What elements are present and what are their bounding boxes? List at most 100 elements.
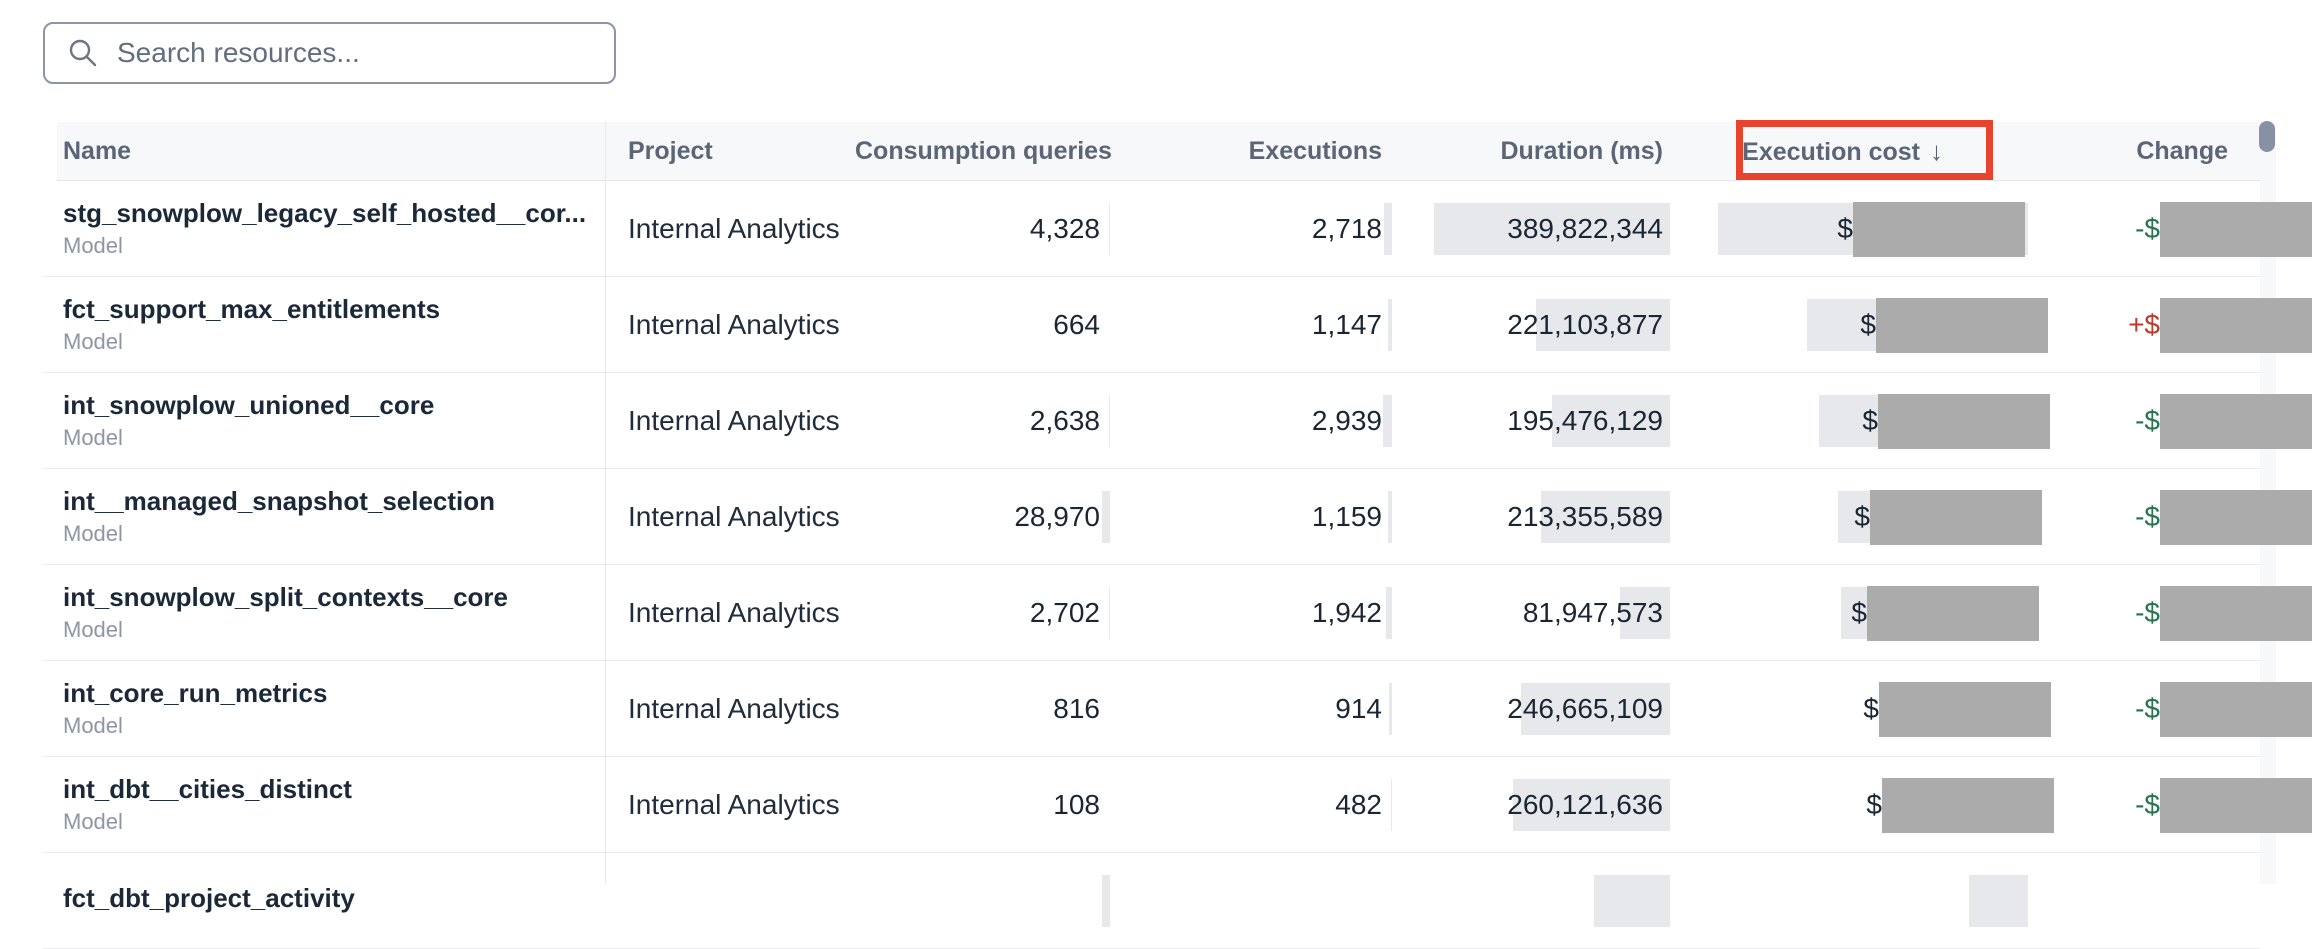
duration-data-bar: [1536, 299, 1670, 351]
cost-redaction-box: [1867, 586, 2039, 641]
column-header-label: Execution cost: [1742, 137, 1920, 166]
resource-name-cell[interactable]: fct_dbt_project_activity: [43, 853, 605, 949]
consumption-cell: 664: [855, 277, 1110, 373]
duration-data-bar: [1541, 491, 1670, 543]
executions-data-bar: [1384, 203, 1392, 255]
resource-name-cell[interactable]: int__managed_snapshot_selection Model: [43, 469, 605, 565]
consumption-value: 28,970: [1014, 501, 1100, 532]
consumption-cell: 4,328: [855, 181, 1110, 277]
resource-name[interactable]: int_snowplow_unioned__core: [63, 389, 435, 420]
consumption-data-bar: [1109, 203, 1110, 255]
scrollbar-thumb[interactable]: [2259, 121, 2275, 152]
duration-cell: 221,103,877: [1392, 277, 1670, 373]
resource-name-cell[interactable]: fct_support_max_entitlements Model: [43, 277, 605, 373]
table-row[interactable]: fct_dbt_project_activity: [43, 853, 2260, 949]
column-header-label: Consumption queries: [855, 136, 1112, 165]
executions-value: 914: [1335, 693, 1382, 724]
duration-cell: 246,665,109: [1392, 661, 1670, 757]
search-icon: [69, 39, 97, 67]
annotation-box: [1736, 120, 1993, 180]
change-prefix: -$: [2135, 789, 2160, 820]
duration-data-bar: [1594, 875, 1670, 927]
column-header-label: Project: [628, 136, 713, 165]
change-prefix: -$: [2135, 405, 2160, 436]
duration-data-bar: [1552, 395, 1670, 447]
duration-cell: 81,947,573: [1392, 565, 1670, 661]
project-cell: Internal Analytics: [628, 789, 840, 820]
resource-name-cell[interactable]: stg_snowplow_legacy_self_hosted__cor... M…: [43, 181, 605, 277]
table-row[interactable]: stg_snowplow_legacy_self_hosted__cor... M…: [43, 181, 2260, 277]
change-redaction-box: [2160, 682, 2312, 737]
project-cell: Internal Analytics: [628, 501, 840, 532]
executions-cell: 1,147: [1110, 277, 1392, 373]
duration-value: 195,476,129: [1507, 405, 1663, 436]
executions-data-bar: [1388, 299, 1392, 351]
resource-name[interactable]: fct_support_max_entitlements: [63, 293, 441, 324]
cost-currency-prefix: $: [1863, 693, 1879, 724]
consumption-value: 108: [1053, 789, 1100, 820]
duration-value: 389,822,344: [1507, 213, 1663, 244]
executions-data-bar: [1391, 779, 1392, 831]
resource-name[interactable]: stg_snowplow_legacy_self_hosted__cor...: [63, 197, 587, 228]
project-cell: Internal Analytics: [628, 693, 840, 724]
resource-name[interactable]: int__managed_snapshot_selection: [63, 485, 496, 516]
change-cell: -$: [2030, 469, 2260, 565]
executions-value: 1,942: [1311, 597, 1382, 628]
change-redaction-box: [2160, 490, 2312, 545]
consumption-value: 664: [1053, 309, 1100, 340]
column-header-change[interactable]: Change: [2030, 137, 2260, 166]
resource-type-label: Model: [63, 329, 123, 355]
table-header: Name Project Consumption queries Executions…: [57, 122, 2260, 181]
resource-name[interactable]: int_snowplow_split_contexts__core: [63, 581, 509, 612]
executions-cell: 2,718: [1110, 181, 1392, 277]
change-cell: -$: [2030, 373, 2260, 469]
duration-value: 260,121,636: [1507, 789, 1663, 820]
column-header-duration[interactable]: Duration (ms): [1392, 137, 1670, 166]
column-header-label: Executions: [1248, 136, 1382, 165]
executions-data-bar: [1383, 395, 1392, 447]
resource-name[interactable]: fct_dbt_project_activity: [63, 882, 355, 913]
change-redaction-box: [2160, 298, 2312, 353]
column-header-label: Name: [63, 136, 132, 165]
cost-currency-prefix: $: [1860, 309, 1876, 340]
resource-name-cell[interactable]: int_core_run_metrics Model: [43, 661, 605, 757]
column-divider: [605, 122, 606, 884]
consumption-data-bar: [1109, 587, 1110, 639]
cost-redaction-box: [1879, 682, 2051, 737]
column-header-executions[interactable]: Executions: [1110, 137, 1392, 166]
resource-name-cell[interactable]: int_snowplow_unioned__core Model: [43, 373, 605, 469]
change-prefix: -$: [2135, 597, 2160, 628]
search-input[interactable]: [115, 25, 614, 81]
column-header-consumption[interactable]: Consumption queries: [855, 136, 1112, 166]
execution-cost-cell: [1670, 853, 2030, 949]
column-header-cost[interactable]: Execution cost ↓: [1670, 136, 2030, 167]
resource-name-cell[interactable]: int_snowplow_split_contexts__core Model: [43, 565, 605, 661]
change-prefix: +$: [2128, 309, 2160, 340]
consumption-value: 816: [1053, 693, 1100, 724]
change-cell: -$: [2030, 757, 2260, 853]
resource-name[interactable]: int_dbt__cities_distinct: [63, 773, 352, 804]
consumption-cell: [855, 853, 1110, 949]
project-cell: Internal Analytics: [628, 213, 840, 244]
duration-value: 246,665,109: [1507, 693, 1663, 724]
cost-redaction-box: [1882, 778, 2054, 833]
duration-value: 213,355,589: [1507, 501, 1663, 532]
consumption-value: 2,702: [1029, 597, 1100, 628]
executions-data-bar: [1386, 587, 1392, 639]
column-header-name[interactable]: Name: [57, 137, 605, 166]
column-header-project[interactable]: Project: [605, 137, 855, 166]
change-prefix: -$: [2135, 693, 2160, 724]
cost-currency-prefix: $: [1866, 789, 1882, 820]
column-header-label: Duration (ms): [1500, 136, 1664, 165]
resource-type-label: Model: [63, 521, 123, 547]
executions-value: 2,939: [1311, 405, 1382, 436]
change-redaction-box: [2160, 394, 2312, 449]
table-row[interactable]: int_core_run_metrics Model Internal Analyt…: [43, 661, 2260, 757]
search-box[interactable]: [43, 22, 616, 84]
resource-type-label: Model: [63, 425, 123, 451]
duration-value: 81,947,573: [1522, 597, 1663, 628]
consumption-data-bar: [1109, 395, 1110, 447]
resource-name[interactable]: int_core_run_metrics: [63, 677, 328, 708]
resource-name-cell[interactable]: int_dbt__cities_distinct Model: [43, 757, 605, 853]
executions-value: 2,718: [1311, 213, 1382, 244]
